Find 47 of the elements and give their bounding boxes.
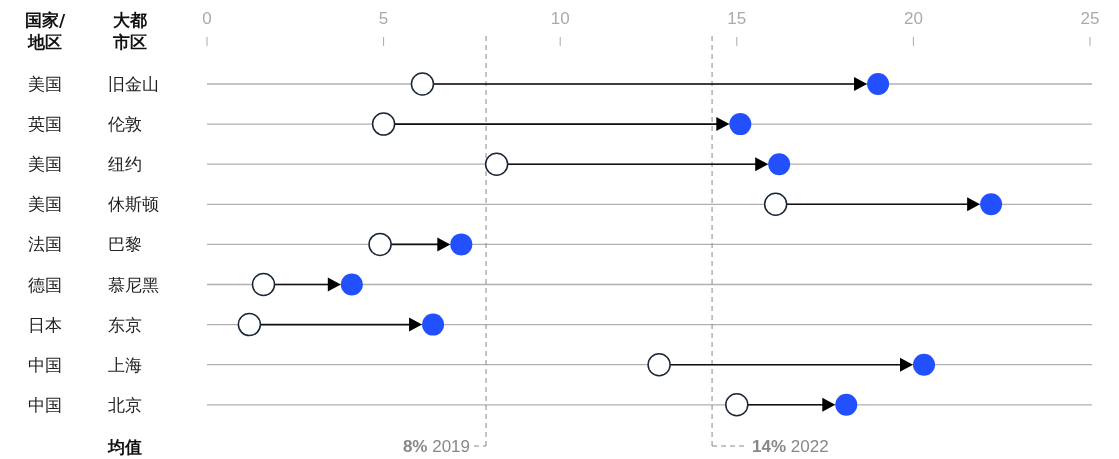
point	[251, 272, 276, 297]
point	[768, 153, 791, 176]
point	[340, 273, 363, 296]
y2-tick-label: 法国	[28, 234, 62, 255]
y2-tick-label: 美国	[28, 74, 62, 94]
y-tick-label: 旧金山	[108, 74, 159, 94]
y-tick-label: 慕尼黑	[108, 274, 159, 295]
point	[647, 352, 671, 377]
y2-tick-label: 美国	[28, 154, 62, 175]
point	[237, 312, 262, 337]
x-tick-label: 20	[903, 9, 923, 28]
point	[913, 353, 935, 376]
x-tick-label: 15	[727, 9, 747, 28]
y-tick-label: 北京	[108, 394, 142, 415]
point	[835, 393, 858, 416]
x-tick-label: 0	[202, 9, 212, 28]
point	[980, 193, 1003, 216]
point	[371, 112, 396, 136]
y-tick-label: 上海	[108, 354, 142, 375]
y2-tick-label: 德国	[28, 274, 62, 295]
x-tick-label: 25	[1080, 9, 1100, 28]
y2-tick-label: 美国	[28, 194, 62, 215]
ref-line-label: 14% 2022	[752, 437, 829, 456]
point	[484, 152, 509, 176]
y-axis-title: 大都市区	[112, 10, 147, 52]
x-tick-label: 10	[550, 9, 570, 28]
point	[422, 313, 445, 336]
point	[368, 232, 392, 257]
y2-axis-title: 国家/地区	[24, 10, 66, 52]
y-tick-label: 纽约	[108, 154, 142, 175]
x-tick-label: 5	[378, 9, 389, 28]
point	[729, 113, 752, 136]
point	[725, 393, 749, 417]
point	[410, 72, 435, 96]
y-tick-label: 东京	[108, 314, 142, 335]
y-tick-label: 休斯顿	[108, 194, 159, 215]
y2-tick-label: 中国	[28, 394, 62, 415]
y-tick-label: 伦敦	[108, 114, 142, 135]
y2-tick-label: 英国	[28, 114, 62, 135]
point	[867, 73, 890, 95]
y-tick-label: 巴黎	[108, 234, 142, 255]
point	[763, 192, 788, 217]
point	[450, 233, 473, 256]
y2-tick-label: 中国	[28, 354, 62, 375]
text: 均值	[107, 437, 142, 457]
y2-tick-label: 日本	[28, 314, 62, 335]
ref-line-label: 8% 2019	[402, 437, 471, 456]
